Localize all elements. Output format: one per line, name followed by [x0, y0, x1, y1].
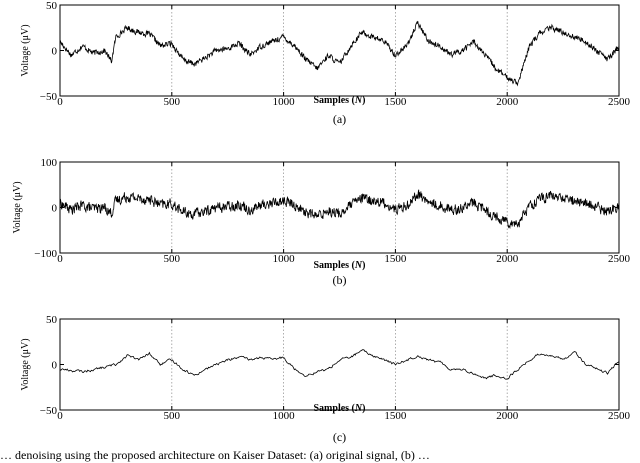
x-tick-label: 2000 — [496, 96, 519, 108]
y-tick-label: 100 — [41, 157, 58, 169]
y-tick-label: 0 — [52, 46, 58, 58]
x-tick-label: 500 — [164, 253, 181, 265]
x-tick-label: 1500 — [384, 410, 407, 422]
x-tick-label: 2500 — [608, 253, 631, 265]
x-tick-label: 2500 — [608, 410, 631, 422]
x-tick-label: 1500 — [384, 96, 407, 108]
x-tick-label: 2000 — [496, 410, 519, 422]
x-tick-label: 2000 — [496, 253, 519, 265]
signal-line — [59, 189, 620, 229]
axes-box — [59, 161, 620, 254]
y-tick-label: 50 — [46, 0, 58, 12]
x-tick-label: 0 — [57, 96, 63, 108]
x-tick-label: 1000 — [273, 410, 296, 422]
panel-caption: (a) — [333, 112, 346, 126]
x-axis-label: Samples (N) — [314, 95, 366, 106]
signal-line — [59, 349, 620, 380]
figure-footer: … denoising using the proposed architect… — [0, 448, 430, 462]
y-tick-label: −100 — [34, 248, 57, 260]
signal-line — [59, 20, 620, 87]
axes-box — [59, 4, 620, 97]
x-tick-label: 500 — [164, 96, 181, 108]
y-tick-label: −50 — [40, 405, 58, 417]
y-tick-label: −50 — [40, 91, 58, 103]
y-tick-label: 0 — [52, 203, 58, 215]
y-axis-label: Voltage (μV) — [20, 338, 31, 390]
axes-box — [59, 318, 620, 411]
y-axis-label: Voltage (μV) — [12, 181, 23, 233]
y-tick-label: 0 — [52, 360, 58, 372]
x-tick-label: 2500 — [608, 96, 631, 108]
x-tick-label: 0 — [57, 410, 63, 422]
x-tick-label: 1500 — [384, 253, 407, 265]
panel-caption: (b) — [333, 273, 347, 287]
x-tick-label: 500 — [164, 410, 181, 422]
x-tick-label: 1000 — [273, 253, 296, 265]
x-axis-label: Samples (N) — [314, 403, 366, 414]
x-tick-label: 1000 — [273, 96, 296, 108]
panel-caption: (c) — [333, 430, 346, 444]
y-tick-label: 50 — [46, 314, 58, 326]
x-axis-label: Samples (N) — [314, 260, 366, 271]
x-tick-label: 0 — [57, 253, 63, 265]
y-axis-label: Voltage (μV) — [20, 24, 31, 76]
